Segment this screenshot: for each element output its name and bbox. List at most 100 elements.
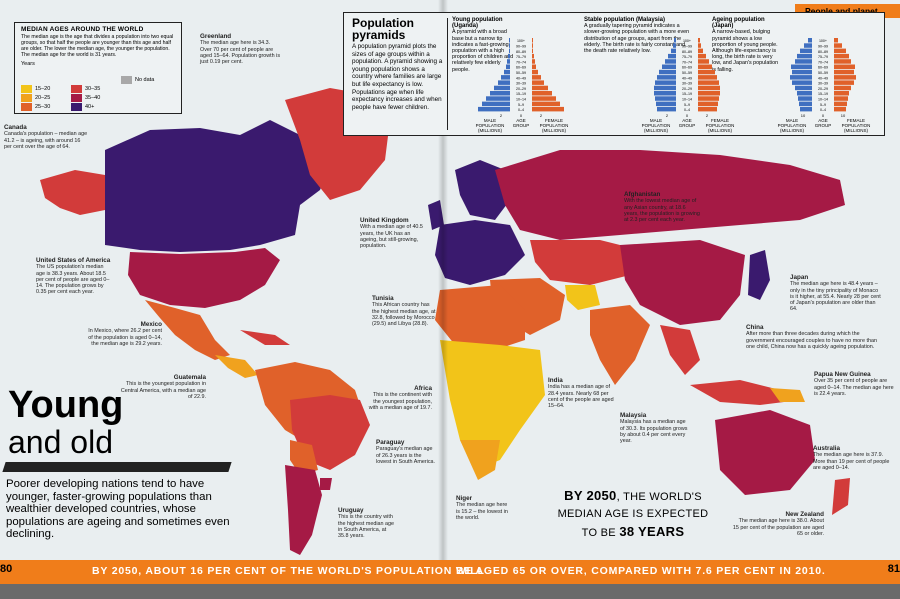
page-number-right: 81 — [887, 563, 900, 575]
pyramid-male-bar — [507, 59, 510, 64]
pyramid-age-label: 90–99 — [818, 45, 828, 49]
pyramid-age-label: 10–14 — [516, 98, 526, 102]
pyramid-age-label: 50–59 — [516, 71, 526, 75]
pyramid-age-label: 5–9 — [684, 103, 690, 107]
annotation-title: United States of America — [36, 257, 111, 264]
pyramid-female-bar — [532, 48, 533, 54]
japan-male-caption: MALE POPULATION (MILLIONS) — [777, 118, 807, 133]
pyramid-age-label: 60–69 — [818, 66, 828, 70]
southern-africa — [460, 440, 500, 480]
annotation-malaysia: Malaysia Malaysia has a median age of 30.… — [620, 412, 688, 444]
pyramid-male-bar — [509, 43, 510, 48]
caribbean — [240, 330, 290, 345]
annotation-uruguay: Uruguay This is the country with the high… — [338, 507, 396, 540]
se-asia — [660, 325, 700, 375]
annotation-usa: United States of America The US populatio… — [36, 257, 112, 296]
malaysia-female-caption: FEMALE POPULATION (MILLIONS) — [705, 118, 735, 133]
pyramid-female-bar — [698, 43, 701, 48]
uruguay-region — [320, 478, 332, 490]
legend-label: 20–25 — [35, 95, 51, 101]
annotation-africa: Africa This is the continent with the you… — [368, 385, 432, 411]
png-region — [770, 388, 805, 402]
canada-region — [105, 120, 330, 252]
annotation-text: This African country has the highest med… — [372, 302, 436, 328]
pyramid-age-label: 80–89 — [516, 50, 526, 54]
annotation-text: India has a median age of 28.4 years. Ne… — [548, 384, 614, 410]
pyramid-age-label: 20–29 — [818, 87, 828, 91]
japan-region — [748, 250, 770, 300]
annotation-title: New Zealand — [785, 511, 825, 518]
uganda-male-caption: MALE POPULATION (MILLIONS) — [475, 118, 505, 133]
pyramid-female-bar — [532, 53, 534, 59]
usa-region — [128, 248, 280, 308]
pyramid-male-bar — [665, 59, 676, 64]
china-region — [620, 240, 745, 325]
pyramid-age-label: 75–79 — [682, 55, 692, 59]
pyramid-female-bar — [834, 85, 851, 91]
pyramid-age-label: 60–69 — [516, 66, 526, 70]
pyramid-malaysia-text: Stable population (Malaysia) A gradually … — [584, 17, 692, 54]
pyramid-female-bar — [698, 64, 712, 69]
annotation-text: This is the country with the highest med… — [338, 514, 395, 540]
pyramid-age-label: 15–19 — [682, 92, 692, 96]
pyramid-age-label: 10–14 — [682, 98, 692, 102]
pyramid-age-label: 30–39 — [682, 82, 692, 86]
book-gutter — [438, 0, 448, 560]
pyramid-female-bar — [532, 64, 536, 69]
legend-label: 40+ — [85, 104, 95, 110]
pyramid-divider — [447, 18, 448, 130]
pyramid-female-bar — [698, 91, 720, 96]
pyramid-female-bar — [834, 69, 854, 75]
pyramid-uganda-title: Young population (Uganda) — [452, 17, 503, 30]
pyramid-male-bar — [673, 43, 676, 48]
pyramid-female-bar — [834, 96, 848, 101]
pyramids-title: Population pyramids — [352, 16, 414, 42]
annotation-title: India — [548, 377, 563, 384]
annotation-text: The median age here is 15.2 – the lowest… — [456, 502, 508, 521]
pyramid-male-bar — [506, 64, 510, 69]
annotation-title: Uruguay — [338, 507, 364, 514]
pyramid-age-label: 80–89 — [818, 50, 828, 54]
median-age-legend: MEDIAN AGES AROUND THE WORLD The median … — [14, 22, 182, 114]
pyramid-scale-label: 10 — [801, 113, 806, 118]
legend-swatch — [21, 94, 32, 102]
pyramid-male-bar — [790, 75, 812, 80]
pyramid-female-bar — [532, 101, 560, 107]
pyramid-female-bar — [698, 53, 706, 59]
pyramid-female-bar — [532, 59, 535, 64]
uganda-female-caption: FEMALE POPULATION (MILLIONS) — [539, 118, 569, 133]
annotation-text: Paraguay's median age of 26.3 years is t… — [376, 446, 436, 465]
pyramid-female-bar — [834, 75, 856, 80]
pyramid-female-bar — [834, 53, 849, 59]
pyramid-age-label: 50–59 — [682, 71, 692, 75]
pyramid-age-label: 90–99 — [682, 45, 692, 49]
pyramid-age-label: 15–19 — [818, 92, 828, 96]
pyramid-age-label: 15–19 — [516, 92, 526, 96]
legend-label: 25–30 — [35, 104, 51, 110]
brush-stroke — [2, 462, 232, 472]
pyramid-age-label: 100+ — [683, 39, 691, 43]
headline-subtitle: and old — [8, 424, 113, 460]
pyramid-age-label: 80–89 — [682, 50, 692, 54]
annotation-title: Canada — [4, 124, 27, 131]
legend-label: No data — [135, 77, 155, 83]
pyramid-male-bar — [508, 53, 510, 59]
pyramid-age-label: 30–39 — [516, 82, 526, 86]
pyramid-age-label: 0–4 — [684, 108, 690, 112]
legend-years-label: Years — [21, 61, 35, 67]
malaysia-male-caption: MALE POPULATION (MILLIONS) — [641, 118, 671, 133]
annotation-text: This is the continent with the youngest … — [368, 392, 432, 411]
pyramid-male-bar — [795, 59, 812, 64]
pyramid-age-label: 40–49 — [516, 76, 526, 80]
headline-intro: Poorer developing nations tend to have y… — [6, 478, 230, 540]
annotation-title: Japan — [790, 274, 809, 281]
pyramid-female-bar — [698, 38, 700, 43]
pyramid-female-bar — [532, 91, 552, 96]
annotation-tunisia: Tunisia This African country has the high… — [372, 295, 438, 328]
pyramid-male-bar — [792, 69, 812, 75]
legend-swatch — [21, 103, 32, 111]
pyramid-scale-label: 2 — [666, 113, 669, 118]
pyramid-female-bar — [698, 85, 720, 91]
pyramid-male-bar — [798, 96, 812, 101]
